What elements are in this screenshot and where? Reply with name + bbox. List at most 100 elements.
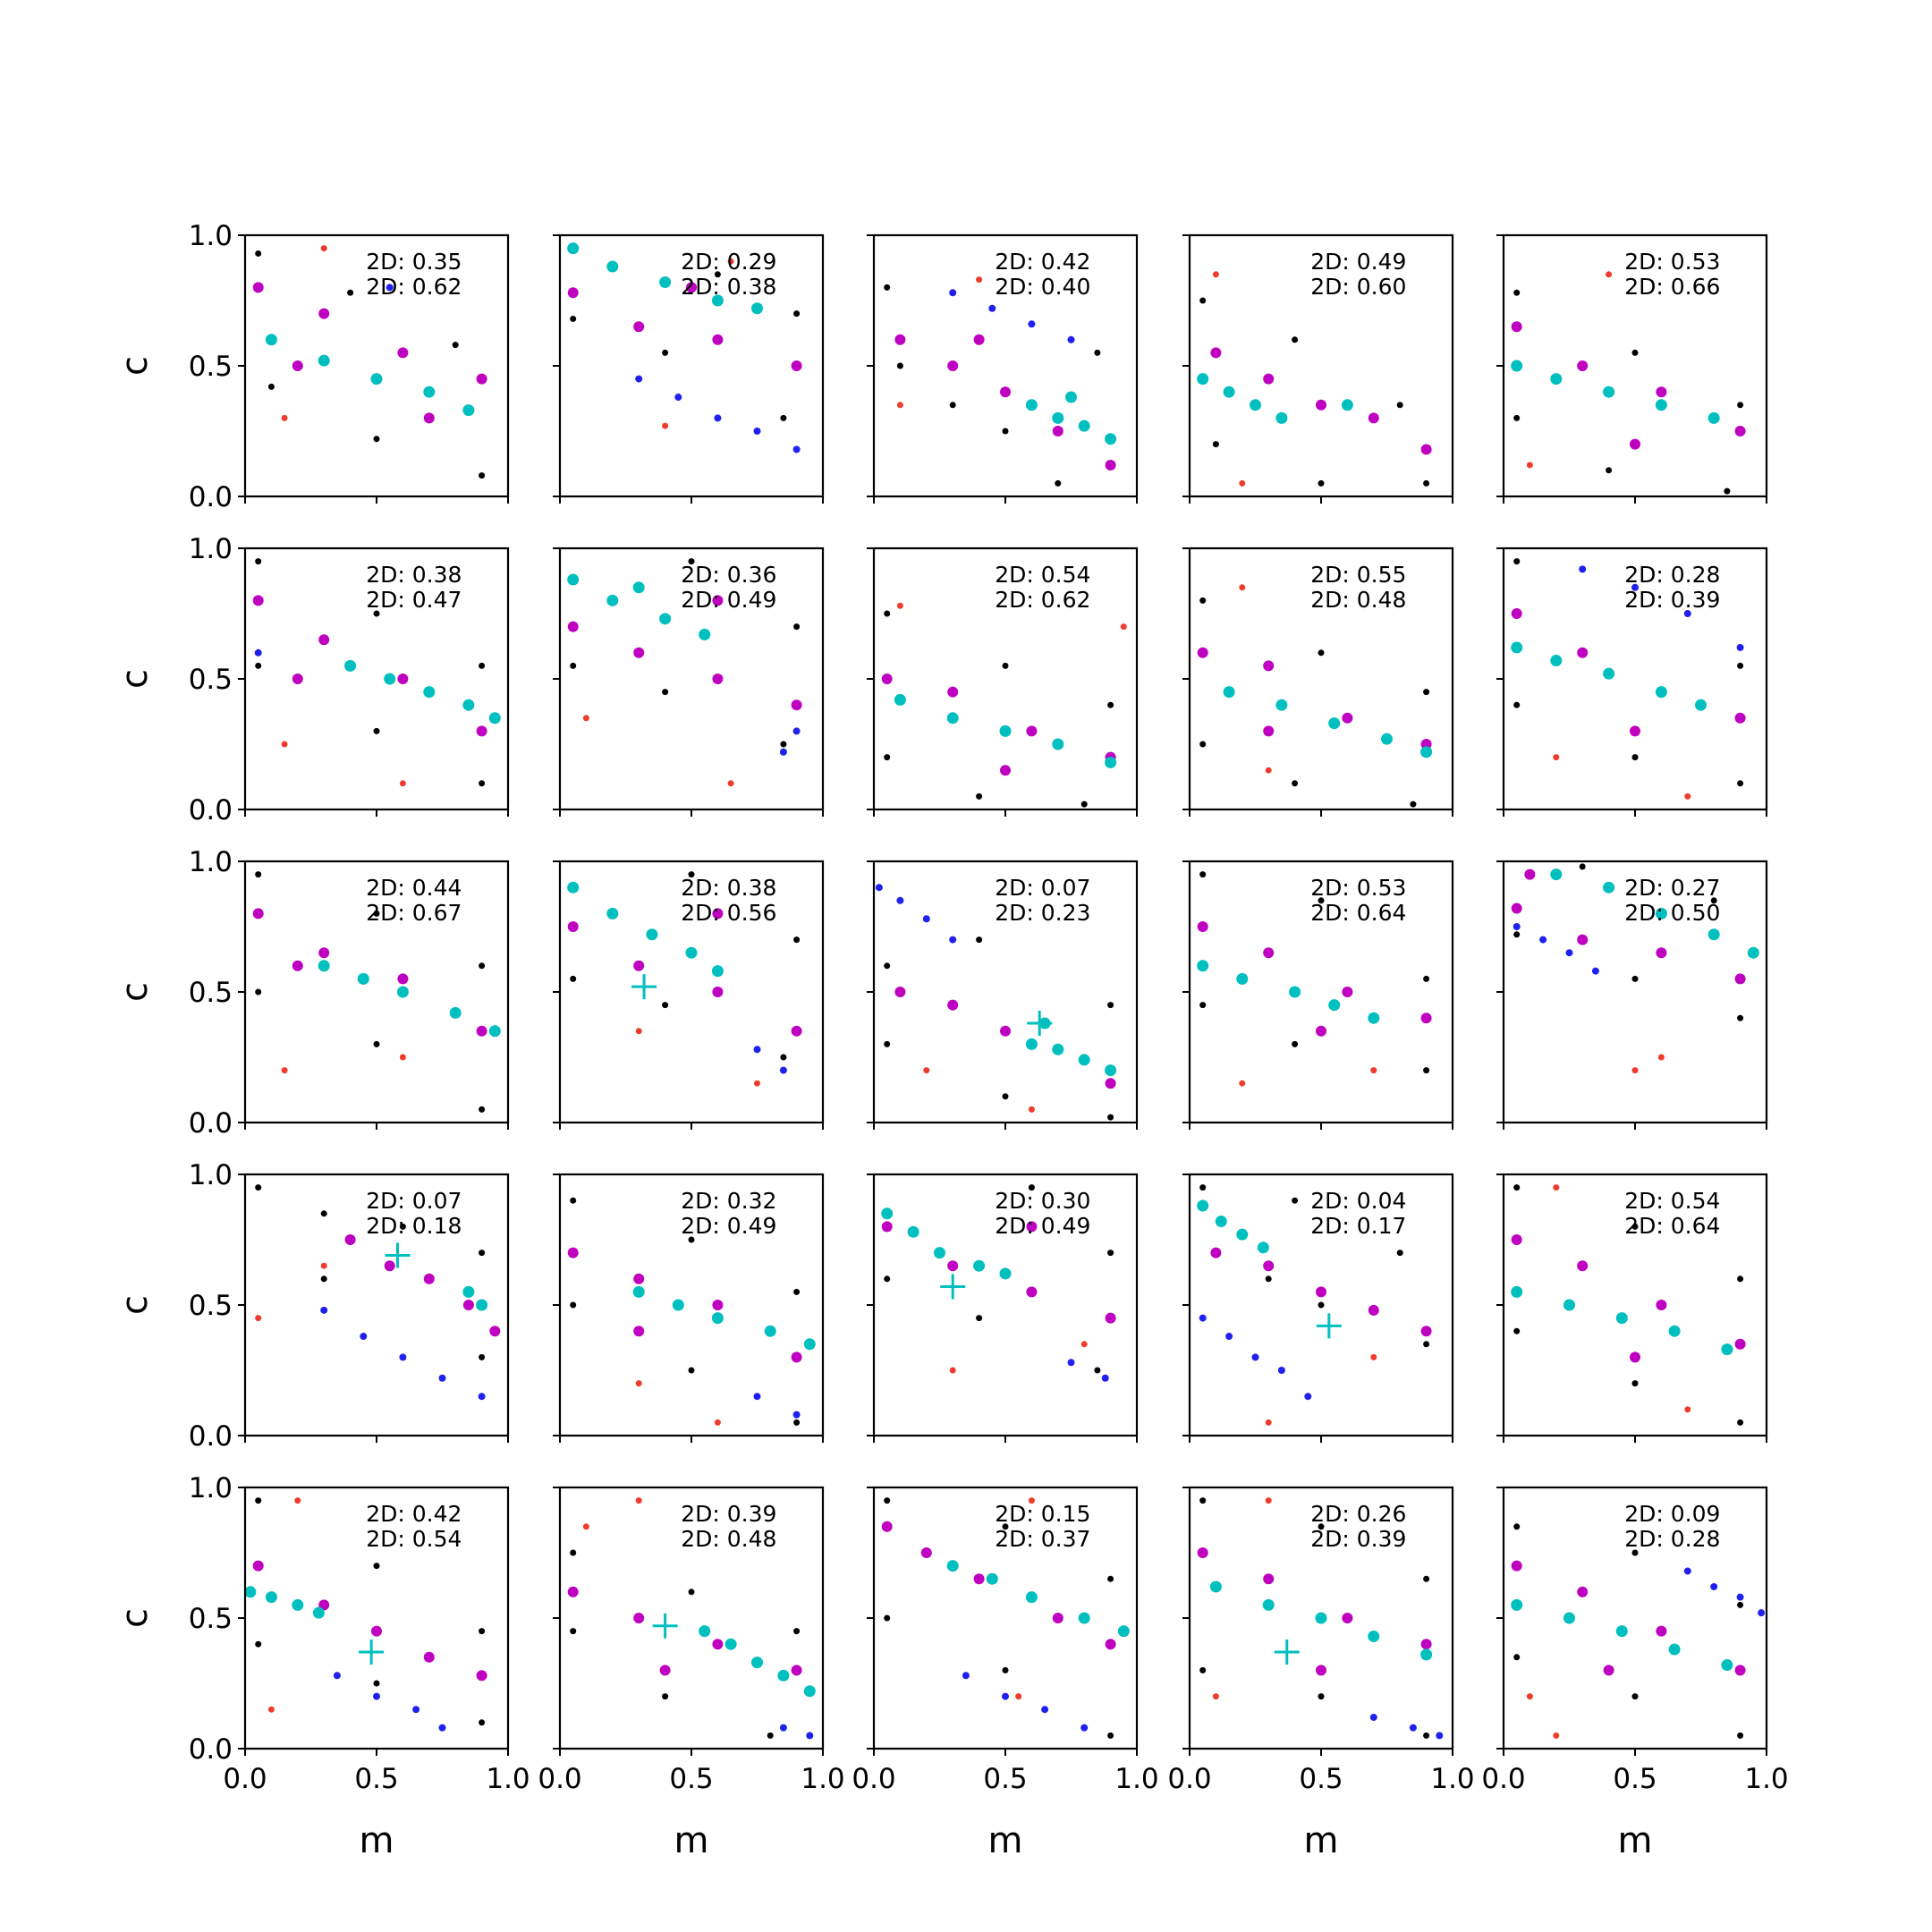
point (896, 602, 903, 609)
annotation: 2D: 0.17 (1310, 1213, 1406, 1239)
y-tick-label: 0.0 (189, 481, 233, 513)
y-tick-label: 0.5 (189, 1603, 233, 1635)
point (399, 1054, 406, 1061)
point (567, 287, 579, 299)
point (779, 1724, 787, 1732)
points (1511, 1184, 1746, 1426)
point (1420, 1648, 1433, 1661)
point (1420, 1639, 1432, 1650)
point (567, 881, 580, 894)
point (1396, 1250, 1403, 1257)
point (1603, 667, 1615, 680)
point (1120, 623, 1127, 631)
point (255, 871, 262, 878)
point (1579, 565, 1587, 573)
point (1002, 1523, 1009, 1530)
point (1236, 972, 1249, 985)
point (1199, 1002, 1207, 1009)
point (570, 1301, 577, 1309)
annotation: 2D: 0.27 (1624, 875, 1720, 901)
point (1212, 271, 1219, 278)
annotation: 2D: 0.47 (366, 587, 462, 613)
point (1105, 1639, 1116, 1650)
point (1342, 1613, 1353, 1623)
point (1199, 597, 1207, 604)
point (252, 1560, 264, 1572)
annotation: 2D: 0.38 (681, 274, 776, 300)
points (1197, 271, 1432, 487)
point (1080, 1341, 1088, 1348)
point (1197, 921, 1208, 932)
point (1631, 754, 1639, 761)
annotation: 2D: 0.67 (366, 900, 462, 926)
point (632, 581, 645, 594)
point (1737, 1014, 1744, 1021)
point (999, 724, 1012, 737)
point (1668, 1643, 1681, 1656)
point (1199, 871, 1207, 878)
point (946, 712, 959, 724)
point (320, 1306, 328, 1314)
point (1734, 1665, 1746, 1676)
point (1368, 412, 1379, 424)
point (1511, 608, 1522, 619)
point (1657, 1054, 1665, 1061)
point (1511, 1234, 1522, 1245)
point (881, 1521, 893, 1532)
point (751, 302, 763, 315)
point (1511, 1598, 1523, 1611)
point (1734, 1338, 1746, 1350)
annotation: 2D: 0.48 (681, 1526, 776, 1552)
cross-marker (940, 1274, 966, 1300)
point (1026, 725, 1038, 737)
point (973, 334, 985, 345)
point (947, 686, 959, 698)
point (1197, 647, 1208, 658)
point (1603, 386, 1615, 398)
point (1577, 360, 1589, 371)
point (479, 1250, 486, 1257)
point (1423, 1575, 1430, 1582)
point (1316, 1665, 1326, 1676)
point (1513, 414, 1521, 421)
point (699, 1625, 711, 1638)
point (333, 1672, 341, 1680)
point (1631, 1223, 1639, 1230)
point (1423, 975, 1430, 982)
point (1420, 746, 1433, 758)
point (1513, 558, 1521, 565)
point (1526, 1693, 1533, 1700)
point (1736, 643, 1744, 651)
annotation: 2D: 0.54 (1624, 1188, 1720, 1214)
point (1734, 712, 1746, 724)
point (476, 1025, 487, 1037)
point (1316, 1025, 1326, 1037)
point (712, 908, 724, 919)
point (252, 908, 264, 919)
point (1078, 1054, 1090, 1066)
x-axis-label: m (1618, 1820, 1653, 1861)
cross-marker (1027, 1011, 1053, 1037)
x-axis-label: m (674, 1820, 709, 1861)
point (489, 1326, 501, 1337)
point (1080, 1724, 1089, 1732)
point (1316, 399, 1326, 411)
point (1318, 897, 1325, 904)
point (1199, 1666, 1207, 1674)
point (1511, 321, 1522, 333)
annotation: 2D: 0.38 (681, 875, 776, 901)
point (1318, 479, 1325, 487)
point (1318, 1523, 1325, 1530)
point (1420, 444, 1432, 455)
point (686, 282, 697, 293)
point (318, 634, 330, 646)
point (1615, 1312, 1628, 1325)
point (255, 1315, 262, 1322)
